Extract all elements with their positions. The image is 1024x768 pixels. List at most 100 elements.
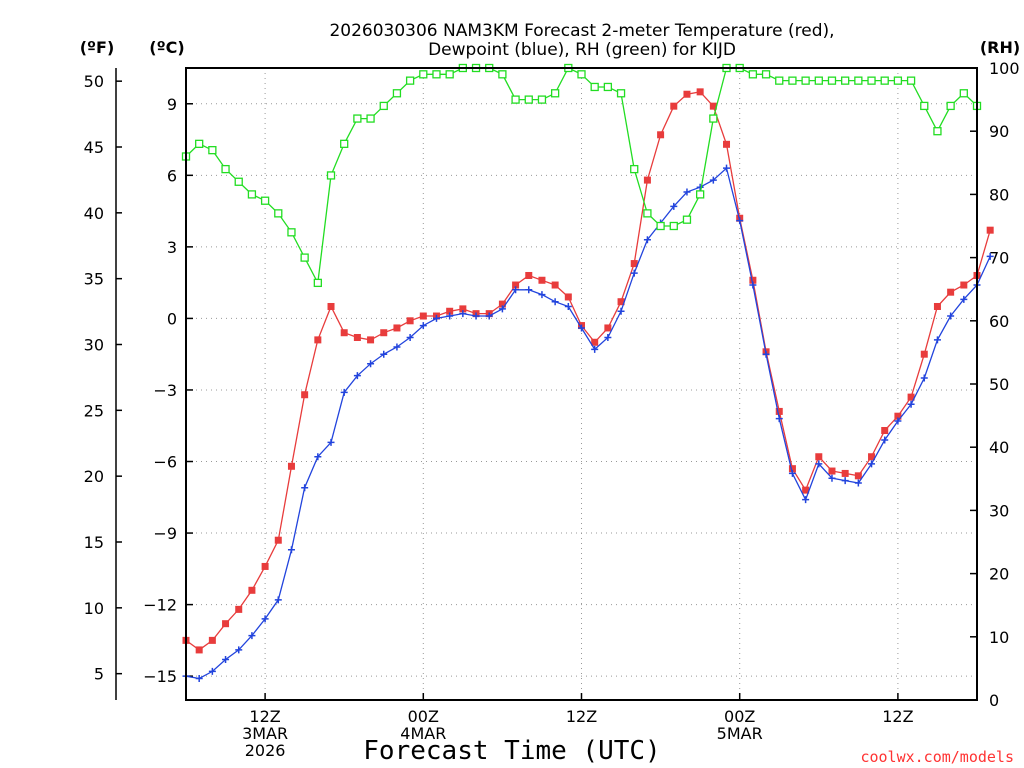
rh-point — [827, 76, 837, 85]
celsius-tick-label: −3 — [153, 381, 177, 400]
temperature-point — [446, 307, 454, 315]
temperature-point — [235, 605, 243, 613]
rh-point — [761, 70, 771, 79]
temperature-point — [749, 276, 757, 284]
dewpoint-point — [287, 546, 295, 554]
temperature-point — [551, 281, 559, 289]
temperature-point — [498, 300, 506, 308]
grid-lines — [186, 68, 977, 700]
dewpoint-point — [617, 307, 625, 315]
temperature-point — [248, 586, 256, 594]
dewpoint-point — [947, 312, 955, 320]
rh-point — [353, 114, 362, 123]
dewpoint-point — [841, 477, 849, 485]
rh-tick-label: 70 — [989, 249, 1009, 268]
temperature-point — [538, 276, 546, 284]
time-tick-label: 00Z — [408, 707, 439, 726]
temperature-point — [868, 453, 876, 461]
rh-point — [511, 95, 520, 104]
temperature-point — [380, 329, 388, 337]
rh-point — [656, 221, 665, 231]
fahrenheit-tick-label: 5 — [94, 665, 104, 684]
rh-tick-label: 90 — [989, 122, 1009, 141]
celsius-tick-label: −12 — [143, 596, 177, 615]
temperature-point — [775, 407, 783, 415]
temperature-point — [657, 131, 665, 139]
dewpoint-point — [986, 252, 994, 260]
rh-point — [340, 139, 349, 148]
rh-point — [696, 190, 705, 199]
rh-tick-label: 100 — [989, 59, 1020, 78]
temperature-point — [894, 412, 902, 420]
dewpoint-point — [314, 453, 322, 461]
temperature-point — [564, 293, 572, 301]
dewpoint-line — [185, 166, 991, 680]
rh-point — [247, 190, 257, 199]
rh-point — [788, 76, 797, 85]
dewpoint-point — [419, 322, 427, 330]
temperature-point — [920, 350, 928, 358]
temperature-point — [723, 140, 731, 148]
temperature-point — [393, 324, 401, 332]
fahrenheit-tick-label: 40 — [84, 204, 104, 223]
dewpoint-point — [907, 400, 915, 408]
fahrenheit-tick-label: 10 — [84, 599, 104, 618]
temperature-point — [340, 329, 348, 337]
dewpoint-point — [854, 479, 862, 487]
temperature-point — [591, 338, 599, 346]
fahrenheit-tick-label: 20 — [84, 467, 104, 486]
rh-tick-label: 0 — [989, 691, 999, 710]
temperature-point — [881, 427, 889, 435]
temperature-point — [353, 333, 361, 341]
rh-tick-label: 30 — [989, 501, 1009, 520]
series-dewpoint — [182, 164, 994, 683]
dewpoint-point — [736, 217, 744, 225]
rh-point — [709, 114, 718, 123]
series-temperature — [182, 88, 994, 654]
rh-point — [630, 164, 639, 174]
rh-point — [366, 114, 375, 123]
temperature-point — [195, 646, 203, 654]
rh-point — [959, 89, 968, 98]
temperature-point — [802, 486, 810, 494]
rh-tick-label: 10 — [989, 628, 1009, 647]
fahrenheit-tick-label: 15 — [84, 533, 104, 552]
rh-point — [906, 76, 916, 85]
temperature-point — [419, 312, 427, 320]
temperature-point — [709, 102, 717, 110]
temperature-point — [301, 391, 309, 399]
dewpoint-point — [393, 343, 401, 351]
temperature-point — [512, 281, 520, 289]
rh-tick-label: 20 — [989, 565, 1009, 584]
x-axis-title: Forecast Time (UTC) — [363, 736, 660, 766]
dewpoint-point — [274, 596, 282, 604]
rh-point — [498, 70, 507, 79]
dewpoint-point — [353, 372, 361, 380]
temperature-point — [670, 102, 678, 110]
rh-point — [326, 171, 336, 180]
dewpoint-point — [340, 388, 348, 396]
dewpoint-point — [195, 675, 203, 683]
rh-point — [208, 146, 217, 155]
rh-tick-label: 60 — [989, 312, 1009, 331]
dewpoint-point — [815, 460, 823, 468]
time-tick-label: 3MAR — [242, 724, 288, 743]
rh-point — [590, 82, 599, 92]
dewpoint-point — [301, 484, 309, 492]
temperature-point — [222, 620, 230, 628]
temperature-point — [933, 302, 941, 310]
time-tick-label: 00Z — [724, 707, 755, 726]
dewpoint-point — [604, 333, 612, 341]
rh-point — [274, 209, 283, 218]
dewpoint-point — [432, 314, 440, 322]
dewpoint-point — [670, 202, 678, 210]
series-rh — [181, 63, 982, 288]
rh-point — [893, 76, 903, 85]
rh-point — [392, 89, 402, 98]
fahrenheit-tick-label: 35 — [84, 270, 104, 289]
dewpoint-point — [485, 312, 493, 320]
temperature-point — [630, 260, 638, 268]
temperature-point — [683, 90, 691, 98]
credit-link[interactable]: coolwx.com/models — [860, 748, 1014, 766]
rh-point — [748, 70, 758, 79]
